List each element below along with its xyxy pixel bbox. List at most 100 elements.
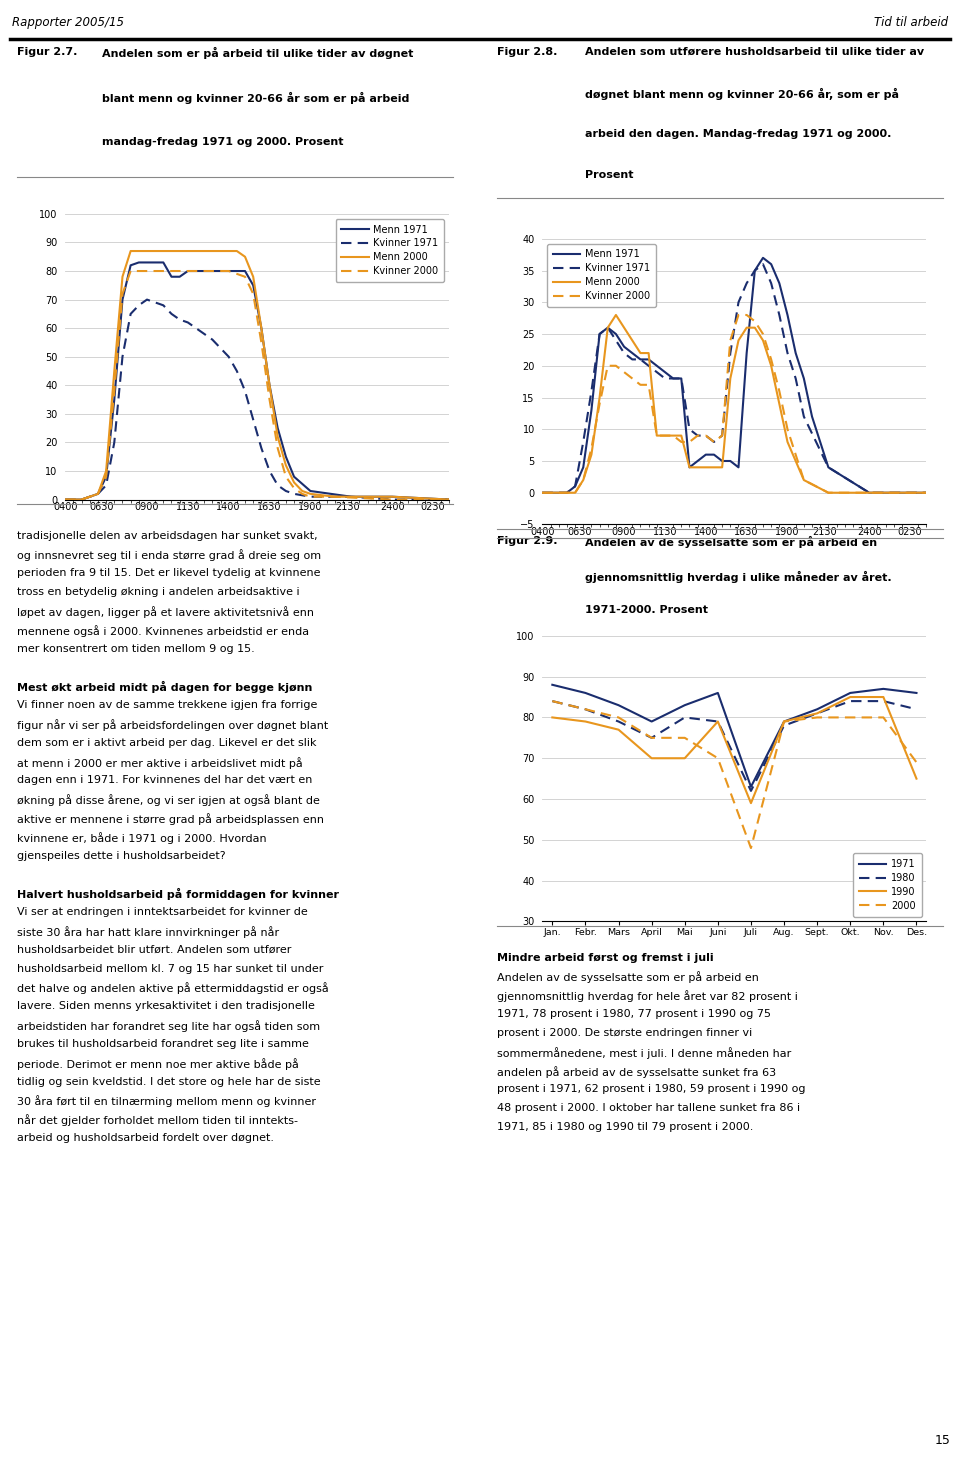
Menn 2000 (215, 242, 227, 259)
1971 (811, 700, 823, 718)
Kvinner 1971 (199, 325, 210, 343)
Text: Mindre arbeid først og fremst i juli: Mindre arbeid først og fremst i juli (497, 952, 714, 963)
Kvinner 1971 (108, 434, 120, 451)
Menn 2000 (133, 242, 145, 259)
Kvinner 2000 (708, 434, 720, 451)
Kvinner 2000 (419, 491, 430, 508)
Kvinner 1971 (402, 491, 414, 508)
1971 (779, 712, 790, 730)
Menn 2000 (537, 483, 548, 501)
Kvinner 1971 (280, 482, 292, 500)
Kvinner 2000 (569, 483, 581, 501)
Kvinner 2000 (92, 485, 104, 502)
Text: mandag-fredag 1971 og 2000. Prosent: mandag-fredag 1971 og 2000. Prosent (103, 138, 344, 147)
Kvinner 1971 (921, 483, 932, 501)
Menn 2000 (602, 319, 613, 337)
Kvinner 2000 (150, 262, 161, 280)
Menn 1971 (537, 483, 548, 501)
Kvinner 2000 (578, 472, 589, 489)
Kvinner 1971 (174, 311, 185, 328)
Kvinner 2000 (847, 483, 858, 501)
Text: Mest økt arbeid midt på dagen for begge kjønn: Mest økt arbeid midt på dagen for begge … (17, 681, 313, 693)
Kvinner 2000 (370, 489, 381, 507)
Menn 1971 (182, 262, 194, 280)
Kvinner 1971 (847, 473, 858, 491)
Menn 1971 (419, 489, 430, 507)
Kvinner 2000 (60, 491, 71, 508)
Text: Vi ser at endringen i inntektsarbeidet for kvinner de: Vi ser at endringen i inntektsarbeidet f… (17, 907, 308, 917)
Kvinner 1971 (419, 491, 430, 508)
Menn 2000 (272, 428, 283, 445)
Kvinner 1971 (537, 483, 548, 501)
Text: husholdsarbeid mellom kl. 7 og 15 har sunket til under: husholdsarbeid mellom kl. 7 og 15 har su… (17, 964, 324, 974)
Kvinner 1971 (814, 441, 826, 459)
Menn 1971 (84, 488, 96, 505)
Menn 1971 (660, 363, 671, 381)
Menn 1971 (725, 453, 736, 470)
Kvinner 2000 (321, 488, 332, 505)
2000 (646, 730, 658, 747)
Menn 2000 (231, 242, 243, 259)
Menn 1971 (569, 478, 581, 495)
Kvinner 1971 (337, 488, 348, 505)
1990 (612, 721, 624, 738)
Line: Menn 2000: Menn 2000 (65, 251, 449, 500)
Menn 2000 (757, 331, 769, 349)
Text: kvinnene er, både i 1971 og i 2000. Hvordan: kvinnene er, både i 1971 og i 2000. Hvor… (17, 832, 267, 844)
Kvinner 2000 (823, 483, 834, 501)
Menn 2000 (627, 331, 638, 349)
Menn 2000 (888, 483, 900, 501)
Line: Kvinner 2000: Kvinner 2000 (65, 271, 449, 500)
Kvinner 2000 (814, 479, 826, 497)
Text: 1971-2000. Prosent: 1971-2000. Prosent (585, 605, 708, 615)
Kvinner 1971 (569, 478, 581, 495)
Menn 1971 (117, 290, 129, 309)
Kvinner 2000 (353, 489, 365, 507)
Menn 1971 (304, 482, 316, 500)
Menn 2000 (101, 463, 112, 481)
Kvinner 1971 (896, 483, 907, 501)
Kvinner 1971 (765, 274, 777, 292)
Text: Andelen av de sysselsatte som er på arbeid en: Andelen av de sysselsatte som er på arbe… (497, 971, 759, 983)
Kvinner 1971 (708, 434, 720, 451)
Menn 2000 (329, 488, 341, 505)
Kvinner 2000 (790, 445, 802, 463)
Menn 1971 (427, 489, 439, 507)
1980 (546, 693, 558, 711)
Text: og innsnevret seg til i enda større grad å dreie seg om: og innsnevret seg til i enda større grad… (17, 549, 322, 561)
Menn 2000 (586, 445, 597, 463)
Kvinner 1971 (223, 347, 234, 365)
Kvinner 2000 (395, 491, 406, 508)
Kvinner 1971 (272, 476, 283, 494)
Line: Kvinner 2000: Kvinner 2000 (542, 315, 926, 492)
Text: 1971, 85 i 1980 og 1990 til 79 prosent i 2000.: 1971, 85 i 1980 og 1990 til 79 prosent i… (497, 1122, 754, 1132)
Text: lavere. Siden menns yrkesaktivitet i den tradisjonelle: lavere. Siden menns yrkesaktivitet i den… (17, 1002, 315, 1011)
1980 (877, 693, 889, 711)
Kvinner 1971 (117, 347, 129, 365)
Menn 1971 (288, 467, 300, 485)
Menn 2000 (108, 362, 120, 379)
Menn 1971 (912, 483, 924, 501)
Kvinner 1971 (395, 491, 406, 508)
Menn 1971 (872, 483, 883, 501)
Kvinner 2000 (627, 369, 638, 387)
Kvinner 1971 (378, 491, 390, 508)
Text: Figur 2.7.: Figur 2.7. (17, 47, 78, 57)
1980 (646, 730, 658, 747)
Menn 2000 (643, 344, 655, 362)
Menn 1971 (329, 485, 341, 502)
Menn 1971 (692, 453, 704, 470)
Menn 1971 (206, 262, 218, 280)
Menn 1971 (101, 467, 112, 485)
Menn 2000 (297, 482, 308, 500)
Kvinner 1971 (676, 369, 687, 387)
2000 (877, 709, 889, 727)
Menn 2000 (386, 488, 397, 505)
Menn 2000 (700, 459, 711, 476)
Kvinner 2000 (304, 488, 316, 505)
Menn 2000 (692, 459, 704, 476)
2000 (845, 709, 856, 727)
Menn 1971 (732, 459, 744, 476)
Kvinner 2000 (651, 426, 662, 444)
Kvinner 2000 (280, 467, 292, 485)
